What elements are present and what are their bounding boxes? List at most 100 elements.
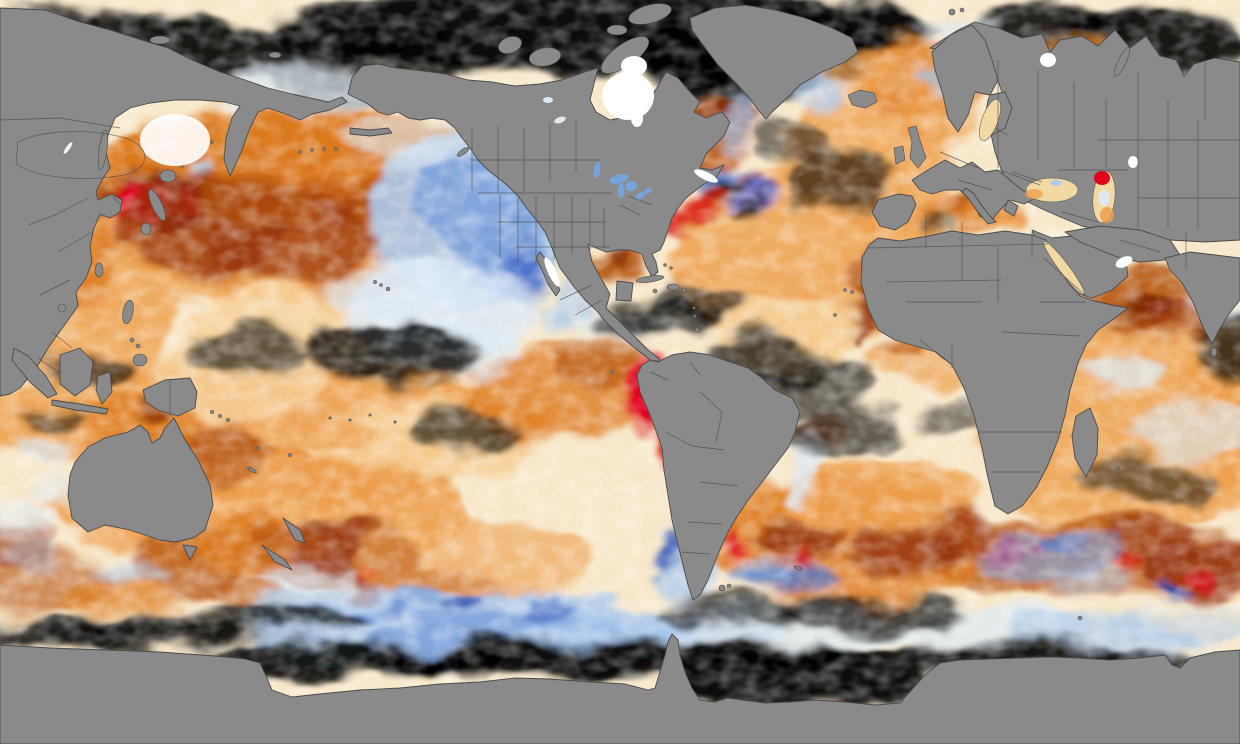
polynesia-islet: [428, 428, 432, 432]
fiji-islet: [288, 453, 292, 457]
hokkaido-island: [159, 169, 177, 183]
landmass-europe: [911, 159, 1036, 223]
ellesmere-island: [628, 3, 672, 25]
falkland-islands: [718, 584, 726, 592]
canada-province-border: [470, 122, 600, 193]
landmass-sulawesi: [95, 371, 113, 405]
eurasia-border: [997, 60, 1240, 228]
landmass-india: [1164, 251, 1240, 345]
gulf-of-california: [544, 257, 560, 287]
landmass-greenland: [689, 4, 859, 120]
aleutian-islet: [322, 147, 326, 151]
landmass-east-asia: [0, 7, 348, 397]
landmass-north-america: [347, 63, 731, 363]
wrangel-island: [268, 51, 282, 59]
visayas-islet: [135, 343, 141, 349]
kyushu-island: [140, 222, 152, 236]
antilles-islet: [693, 314, 697, 318]
north-caspian-hot-spot: [1094, 171, 1110, 185]
hispaniola: [666, 283, 680, 291]
black-sea-warm-edge: [1025, 189, 1043, 199]
europe-border: [939, 127, 1187, 268]
antilles-islet: [692, 306, 696, 310]
landmass-madagascar: [1071, 407, 1099, 478]
landmass-iberia: [871, 193, 917, 231]
africa-border: [867, 214, 1087, 473]
great-britain: [907, 125, 927, 169]
islands: [57, 3, 1218, 621]
foxe-basin: [621, 56, 647, 76]
taiwan-island: [94, 262, 104, 278]
aral-sea: [1128, 156, 1138, 168]
solomon-islet: [226, 418, 230, 422]
polynesia-islet: [393, 420, 397, 424]
vanuatu-islet: [256, 446, 260, 450]
south-caspian-warm: [1100, 207, 1114, 223]
landmass-sumatra: [11, 347, 58, 399]
aleutian-islet: [310, 148, 314, 152]
james-bay: [631, 109, 643, 127]
cuba: [635, 275, 665, 283]
aleutian-islet: [334, 147, 338, 151]
canary-islet: [843, 288, 847, 292]
china-border: [0, 117, 121, 373]
novaya-zemlya: [1114, 47, 1130, 77]
mauritius-islet: [1116, 466, 1120, 470]
landmass-australia: [67, 417, 214, 543]
sri-lanka: [1210, 347, 1218, 357]
lake-erie: [635, 192, 645, 200]
country-borders: [0, 60, 1240, 555]
banks-island: [498, 36, 522, 54]
landmass-scandinavia: [931, 24, 999, 133]
landmass-greece: [1003, 199, 1019, 217]
mindanao-island: [132, 353, 148, 367]
landmass-new-zealand-south: [261, 544, 293, 571]
ireland: [893, 145, 906, 165]
landmass-java: [51, 399, 109, 415]
hawaii-islet: [379, 283, 383, 287]
polynesia-islet: [348, 418, 352, 422]
kuril-islet: [210, 140, 214, 144]
landmass-new-zealand-north: [282, 517, 306, 544]
kerguelen: [1077, 615, 1083, 621]
great-slave-lake: [554, 116, 566, 124]
aleutian-islet: [298, 150, 302, 154]
lake-baikal: [63, 142, 73, 154]
st-lawrence-gulf: [694, 169, 718, 183]
visayas-islet: [129, 337, 135, 343]
persian-gulf: [1115, 256, 1133, 268]
landmass-yucatan: [615, 280, 634, 302]
svalbard-islet: [959, 7, 965, 13]
great-bear-lake: [543, 97, 553, 103]
lake-superior: [609, 173, 629, 185]
hainan-island: [57, 303, 67, 313]
new-siberian-islands: [149, 35, 171, 45]
hudson-bay: [602, 72, 654, 120]
landmass-iran-pakistan: [1064, 225, 1181, 263]
landmass-south-america: [636, 351, 801, 601]
new-caledonia: [247, 466, 257, 474]
sea-of-okhotsk-ice: [140, 114, 210, 166]
vancouver-island: [456, 147, 470, 157]
trinidad: [694, 327, 700, 333]
sakhalin-island: [97, 129, 109, 171]
svalbard: [948, 8, 956, 16]
lake-huron: [625, 180, 637, 192]
landmass-antarctica: [0, 633, 1240, 744]
luzon-island: [122, 299, 134, 325]
mexico-border: [559, 284, 603, 316]
landmass-alaska-peninsula: [349, 127, 393, 137]
south-america-border: [649, 361, 739, 555]
cape-verde-islet: [833, 313, 837, 317]
puerto-rico: [681, 287, 687, 293]
galapagos: [610, 370, 614, 374]
bahamas-islet: [669, 266, 673, 270]
falkland-islet: [726, 583, 732, 589]
bahamas-islet: [663, 263, 667, 267]
honshu-island: [148, 189, 166, 221]
white-sea: [1040, 53, 1056, 67]
canary-islet: [850, 290, 854, 294]
solomon-islet: [210, 410, 214, 414]
